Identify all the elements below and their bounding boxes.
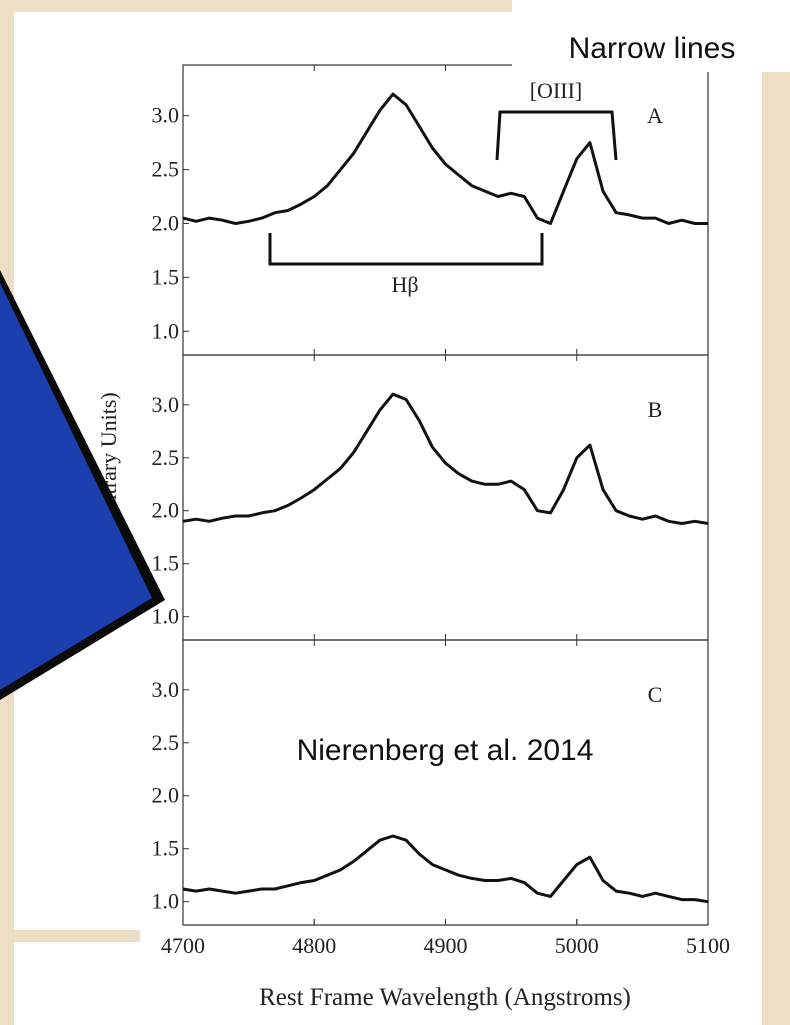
y-tick-label: 2.5: [152, 730, 180, 755]
callout: Narrow lines: [569, 32, 736, 65]
oiii-label: [OIII]: [530, 78, 583, 103]
y-tick-label: 1.5: [152, 836, 180, 861]
citation: Nierenberg et al. 2014: [297, 734, 594, 767]
y-tick-label: 1.0: [152, 889, 180, 914]
y-tick-label: 1.5: [152, 551, 180, 576]
panel-letter: A: [647, 103, 663, 128]
y-tick-label: 2.0: [152, 498, 180, 523]
y-tick-label: 2.5: [152, 157, 180, 182]
x-tick-label: 5000: [555, 933, 599, 958]
x-tick-label: 4700: [161, 933, 205, 958]
x-tick-label: 4800: [292, 933, 336, 958]
hbeta-label: Hβ: [391, 272, 418, 297]
y-tick-label: 2.0: [152, 210, 180, 235]
panel-letter: C: [648, 682, 663, 707]
y-tick-label: 2.5: [152, 445, 180, 470]
y-tick-label: 3.0: [152, 392, 180, 417]
x-axis-label: Rest Frame Wavelength (Angstroms): [259, 984, 631, 1011]
panel-letter: B: [648, 397, 663, 422]
y-tick-label: 2.0: [152, 783, 180, 808]
page: {"slide": {"callout": "Narrow lines", "c…: [0, 0, 790, 1025]
slide: 1.0 1.5 2.0 2.5 3.0 A [OIII] Hβ 1.0 1.5 2.0 2.5 3.0 B…: [0, 0, 790, 1025]
y-tick-label: 3.0: [152, 103, 180, 128]
y-tick-label: 1.5: [152, 264, 180, 289]
slide-strip: [0, 930, 140, 942]
x-tick-label: 4900: [424, 933, 468, 958]
slide-strip-right: [762, 72, 790, 1025]
x-tick-label: 5100: [686, 933, 730, 958]
y-tick-label: 3.0: [152, 677, 180, 702]
y-tick-label: 1.0: [152, 604, 180, 629]
y-tick-label: 1.0: [152, 318, 180, 343]
